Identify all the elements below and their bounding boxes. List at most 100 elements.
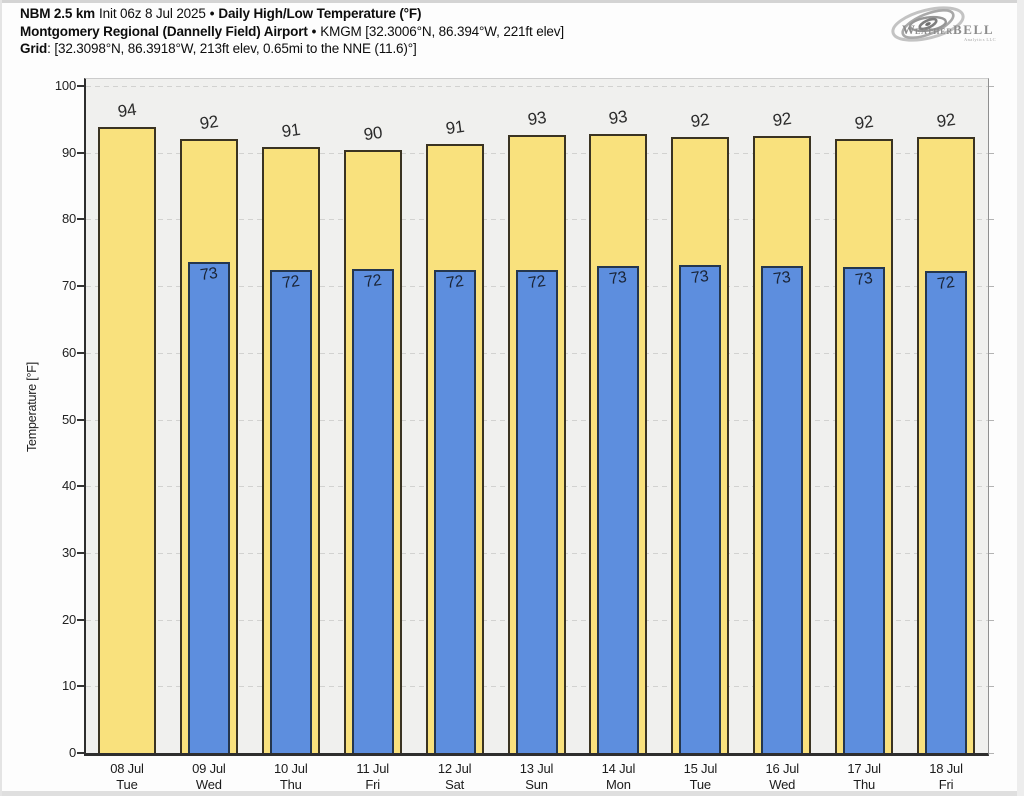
low-bar: [515, 270, 558, 753]
y-tick-mark-left-70: [77, 285, 84, 288]
y-tick-label-10: 10: [61, 678, 76, 694]
y-tick-mark-left-50: [77, 418, 84, 421]
high-value-label: 92: [198, 112, 220, 134]
x-tick-day: Thu: [853, 776, 876, 792]
x-tick-label: 15 Jul Tue: [659, 761, 741, 792]
plot-area: 94 92 73 91 72 90 72 91 72 93 72 93 73 92 73 92 73 92 73 92…: [84, 78, 989, 756]
high-value-label: 92: [853, 112, 875, 134]
x-tick-label: 17 Jul Thu: [823, 761, 905, 792]
weatherbell-logo: WEATHERBELL Analytics LLC: [891, 6, 996, 42]
x-tick-label: 08 Jul Tue: [86, 761, 168, 792]
x-tick-date: 17 Jul: [847, 761, 881, 776]
high-value-label: 90: [362, 122, 383, 145]
bullet-separator: •: [311, 23, 317, 39]
x-tick-label: 16 Jul Wed: [741, 761, 823, 792]
bullet-separator: •: [209, 6, 215, 21]
x-tick-label: 14 Jul Mon: [577, 761, 659, 792]
y-tick-mark-right-10: [989, 686, 994, 688]
y-tick-mark-left-40: [77, 485, 84, 488]
y-tick-label-60: 60: [61, 344, 76, 360]
y-tick-mark-right-80: [989, 219, 994, 221]
y-tick-mark-right-40: [989, 486, 994, 488]
x-tick-day: Sun: [525, 776, 548, 792]
y-tick-mark-left-20: [77, 618, 84, 621]
product-title: Daily High/Low Temperature (°F): [218, 6, 422, 21]
grid-label: Grid: [20, 41, 48, 56]
y-tick-label-100: 100: [54, 78, 76, 93]
x-tick-day: Wed: [769, 776, 796, 792]
y-axis-title: Temperature [°F]: [25, 361, 39, 453]
y-tick-mark-left-0: [77, 752, 84, 754]
station-name: Montgomery Regional (Dannelly Field) Air…: [20, 23, 308, 39]
hurricane-swirl-icon: [891, 6, 965, 42]
low-bar: [679, 264, 722, 753]
low-bar: [843, 267, 886, 753]
y-tick-mark-left-60: [77, 351, 84, 354]
screen-edge-top: [0, 0, 1024, 3]
x-tick-day: Fri: [938, 776, 954, 792]
x-tick-date: 10 Jul: [274, 761, 308, 776]
x-tick-day: Fri: [365, 776, 380, 792]
y-tick-label-0: 0: [68, 745, 76, 760]
y-tick-mark-right-100: [989, 86, 994, 87]
chart-header: NBM 2.5 km Init 06z 8 Jul 2025 • Daily High…: [20, 5, 568, 58]
x-tick-date: 18 Jul: [929, 761, 963, 776]
header-line-1: NBM 2.5 km Init 06z 8 Jul 2025 • Daily High…: [20, 5, 568, 23]
high-value-label: 93: [607, 106, 629, 129]
x-tick-label: 12 Jul Sat: [414, 761, 496, 792]
high-value-label: 92: [935, 110, 957, 132]
x-tick-label: 09 Jul Wed: [168, 761, 250, 792]
y-tick-label-80: 80: [61, 211, 76, 227]
y-tick-mark-right-0: [989, 753, 994, 754]
high-value-label: 94: [116, 99, 138, 121]
x-tick-date: 08 Jul: [110, 761, 144, 776]
y-tick-label-70: 70: [61, 278, 76, 294]
x-tick-label: 18 Jul Fri: [905, 761, 987, 792]
high-value-label: 91: [280, 119, 302, 141]
x-tick-date: 13 Jul: [519, 761, 554, 776]
y-tick-mark-right-60: [989, 352, 994, 354]
x-tick-date: 12 Jul: [437, 761, 472, 776]
high-value-label: 92: [689, 109, 711, 131]
high-value-label: 91: [444, 116, 465, 139]
y-tick-mark-right-90: [989, 152, 994, 154]
low-bar: [925, 271, 968, 753]
y-tick-mark-right-50: [989, 419, 994, 421]
x-tick-date: 15 Jul: [683, 761, 718, 776]
y-tick-mark-left-100: [77, 85, 84, 87]
y-tick-label-40: 40: [61, 478, 76, 494]
high-value-label: 92: [771, 108, 793, 131]
y-tick-label-20: 20: [61, 611, 76, 627]
init-time: Init 06z 8 Jul 2025: [99, 6, 206, 21]
x-tick-day: Wed: [195, 776, 222, 792]
y-tick-mark-left-10: [77, 685, 84, 688]
low-bar: [187, 262, 230, 753]
low-bar: [597, 266, 640, 753]
screen-edge-left: [0, 0, 2, 796]
screen-edge-right: [1017, 0, 1024, 796]
header-line-3: Grid: [32.3098°N, 86.3918°W, 213ft elev,…: [20, 40, 568, 58]
x-tick-label: 10 Jul Thu: [250, 761, 332, 792]
x-tick-date: 11 Jul: [356, 761, 389, 776]
x-tick-day: Sat: [445, 776, 465, 792]
brand-subtext: Analytics LLC: [964, 37, 996, 42]
screen-edge-bottom: [0, 791, 1024, 796]
x-tick-label: 11 Jul Fri: [332, 761, 414, 792]
x-tick-day: Tue: [116, 776, 138, 792]
brand-text: WEATHERBELL: [902, 22, 994, 37]
x-tick-date: 14 Jul: [601, 761, 636, 776]
low-bar: [269, 270, 312, 753]
x-tick-day: Tue: [689, 776, 712, 792]
x-tick-day: Mon: [606, 776, 631, 792]
header-line-2: Montgomery Regional (Dannelly Field) Air…: [20, 23, 568, 41]
grid-value: : [32.3098°N, 86.3918°W, 213ft elev, 0.6…: [47, 41, 417, 56]
model-name: NBM 2.5 km: [20, 6, 96, 21]
high-value-label: 93: [526, 107, 547, 129]
y-tick-label-90: 90: [61, 144, 76, 160]
y-tick-mark-left-90: [77, 151, 84, 154]
y-tick-mark-right-70: [989, 286, 994, 288]
y-tick-label-50: 50: [61, 411, 76, 427]
x-tick-label: 13 Jul Sun: [496, 761, 578, 792]
gridline-100: [86, 86, 988, 87]
